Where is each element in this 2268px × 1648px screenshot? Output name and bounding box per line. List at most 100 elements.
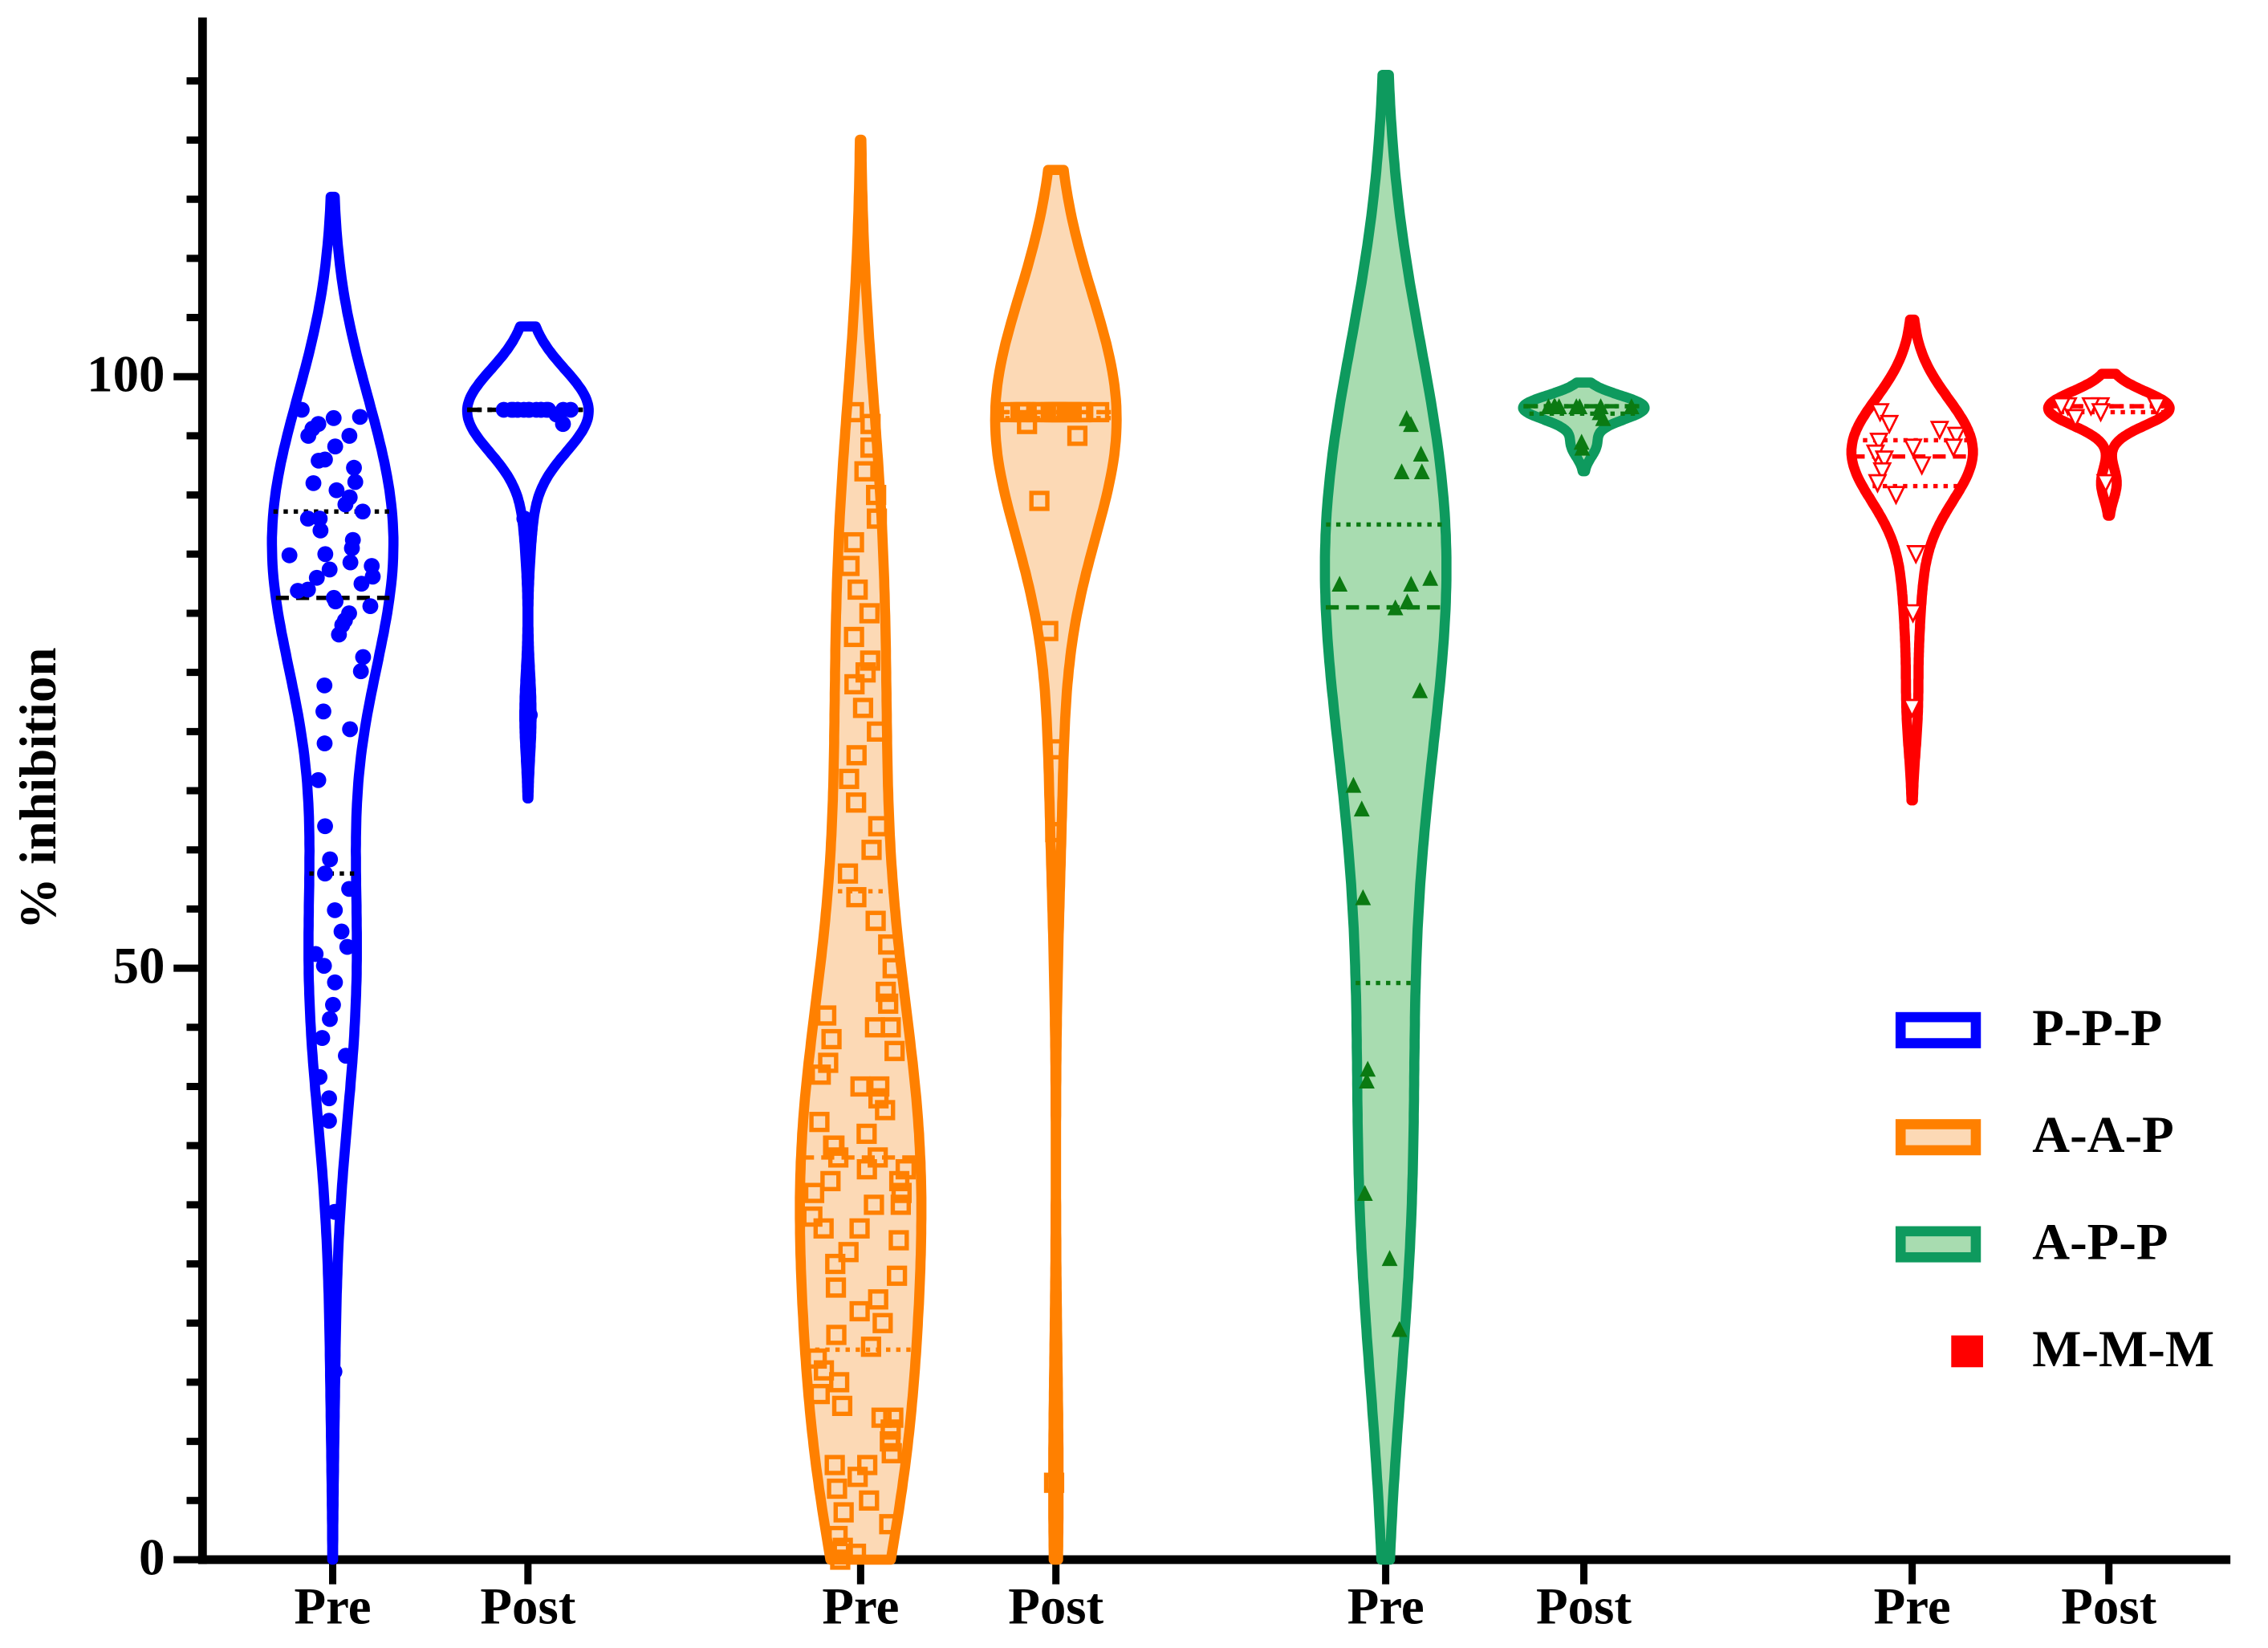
y-tick-label: 100 [87,346,165,404]
point [891,1182,912,1203]
point [1038,621,1059,641]
point [322,1011,338,1027]
point [1070,401,1091,423]
point [1872,462,1892,482]
point [1381,1250,1398,1267]
x-tick-label: Post [1008,1578,1104,1636]
point [1043,1472,1065,1493]
point [818,1052,839,1073]
point [1874,450,1895,470]
point [844,673,865,695]
point [876,981,896,1003]
point [327,901,343,918]
point [528,401,545,418]
point [1413,463,1430,480]
point [327,593,343,610]
x-tick-label: Pre [1347,1578,1425,1636]
point [1912,456,1932,476]
legend-label: M-M-M [2032,1320,2214,1378]
violin [2042,368,2175,521]
point [887,1265,908,1286]
point [1403,416,1419,433]
point [333,923,350,940]
y-tick-label: 50 [113,938,165,995]
point [857,1455,878,1475]
point [861,840,882,861]
point [1045,822,1066,843]
point [866,508,888,529]
point [829,1372,850,1393]
point [343,540,360,556]
point [856,1123,877,1145]
point [317,865,333,882]
point [820,1170,841,1191]
point [860,1337,881,1357]
point [311,511,328,527]
point [1393,463,1410,480]
point [337,496,354,513]
point [1399,593,1416,610]
point [1013,401,1034,423]
point [322,851,339,868]
point [833,1502,854,1523]
point [821,1028,842,1050]
point [362,598,379,615]
point [1067,425,1088,446]
point [1906,545,1926,565]
point [832,1537,853,1558]
point [1623,398,1640,414]
point [825,1253,846,1275]
point [1345,776,1362,793]
point [866,485,887,506]
point [299,581,316,598]
point [1353,800,1370,817]
point [317,818,333,835]
point [871,1407,892,1428]
point [839,555,860,576]
point [555,416,571,433]
point [341,881,357,897]
violin [1518,377,1650,477]
point [315,958,332,975]
point [1929,421,1949,441]
point [878,993,899,1014]
point [884,1040,905,1061]
legend-label: A-P-P [2032,1214,2168,1272]
point [868,1289,888,1310]
point [299,511,316,527]
point [294,401,310,418]
point [1870,403,1890,423]
violin [461,321,594,804]
point [342,721,359,738]
point [824,1455,845,1475]
point [1903,438,1923,458]
point [339,938,356,955]
legend-item: P-P-P [1895,999,2162,1057]
point [1331,576,1348,592]
point [1029,490,1050,511]
point [341,428,358,444]
point [872,1312,893,1333]
point [1886,486,1906,506]
legend-label: A-A-P [2032,1106,2174,1164]
point [328,482,345,498]
point [281,547,298,564]
point [325,996,341,1013]
point [312,522,329,539]
point [342,554,359,571]
point [852,698,874,718]
point [334,616,351,633]
point [1360,1060,1376,1077]
violin [266,191,399,1565]
point [321,1090,337,1107]
point [327,974,343,991]
point [352,409,368,425]
point [355,649,372,665]
point [352,663,369,680]
point [327,438,343,455]
point [847,579,868,600]
point [849,1300,870,1322]
violin [795,134,927,1565]
point [880,1430,900,1452]
point [827,1478,847,1499]
